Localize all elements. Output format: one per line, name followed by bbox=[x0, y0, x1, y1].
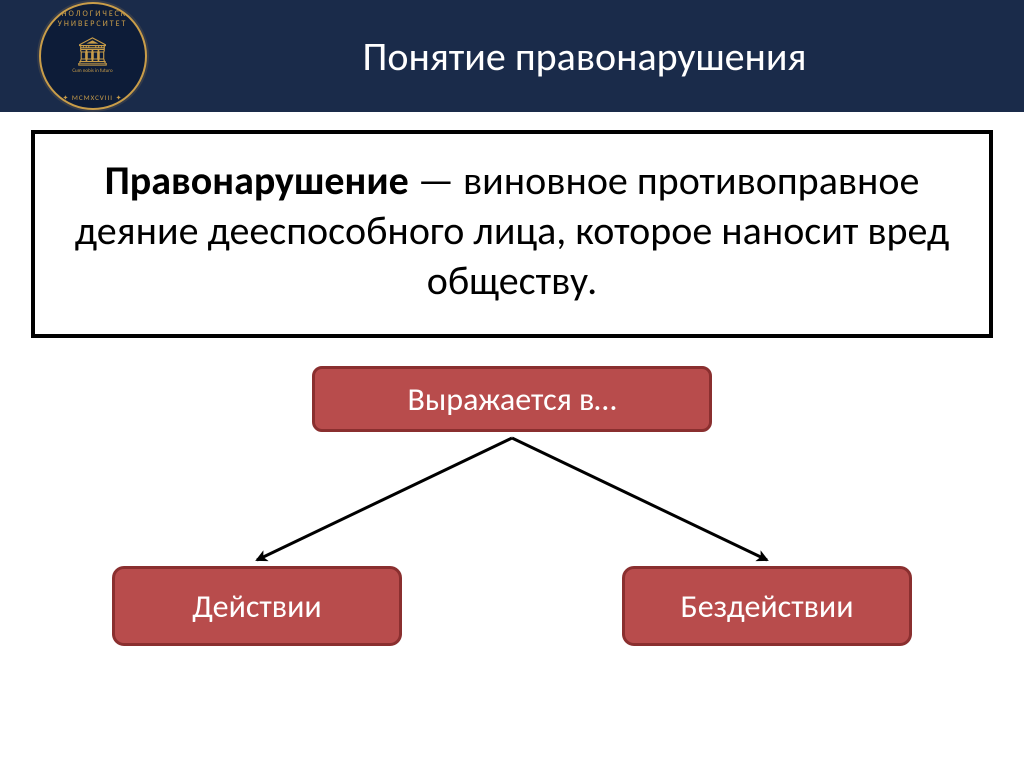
tree-leaves-row: Действии Бездействии bbox=[112, 566, 912, 646]
tree-root-node: Выражается в… bbox=[312, 366, 712, 432]
arrow-right bbox=[512, 438, 767, 560]
arrows-svg bbox=[152, 432, 872, 572]
tree-leaf-right-label: Бездействии bbox=[680, 587, 853, 626]
tree-leaf-left: Действии bbox=[112, 566, 402, 646]
logo-motto: Cum nobis in futuro bbox=[72, 68, 112, 74]
header-title-area: Понятие правонарушения bbox=[185, 0, 1024, 112]
logo-top-text: ТЕХНОЛОГИЧЕСКИЙ УНИВЕРСИТЕТ bbox=[41, 9, 145, 29]
tree-leaf-left-label: Действии bbox=[192, 587, 321, 626]
tree-leaf-right: Бездействии bbox=[622, 566, 912, 646]
logo-bottom-text: ✦ MCMXCVIII ✦ bbox=[41, 93, 145, 102]
definition-term: Правонарушение bbox=[105, 156, 409, 205]
tree-arrows bbox=[152, 432, 872, 572]
tree-root-label: Выражается в… bbox=[408, 380, 617, 419]
university-logo: ТЕХНОЛОГИЧЕСКИЙ УНИВЕРСИТЕТ 🏛 Cum nobis … bbox=[39, 2, 147, 110]
arrow-left bbox=[257, 438, 512, 560]
slide-content: Правонарушение — виновное противоправное… bbox=[0, 112, 1024, 646]
slide-header: ТЕХНОЛОГИЧЕСКИЙ УНИВЕРСИТЕТ 🏛 Cum nobis … bbox=[0, 0, 1024, 112]
slide-title: Понятие правонарушения bbox=[362, 32, 806, 81]
definition-box: Правонарушение — виновное противоправное… bbox=[31, 130, 993, 338]
logo-building-icon: 🏛 bbox=[75, 38, 111, 66]
logo-container: ТЕХНОЛОГИЧЕСКИЙ УНИВЕРСИТЕТ 🏛 Cum nobis … bbox=[0, 0, 185, 112]
